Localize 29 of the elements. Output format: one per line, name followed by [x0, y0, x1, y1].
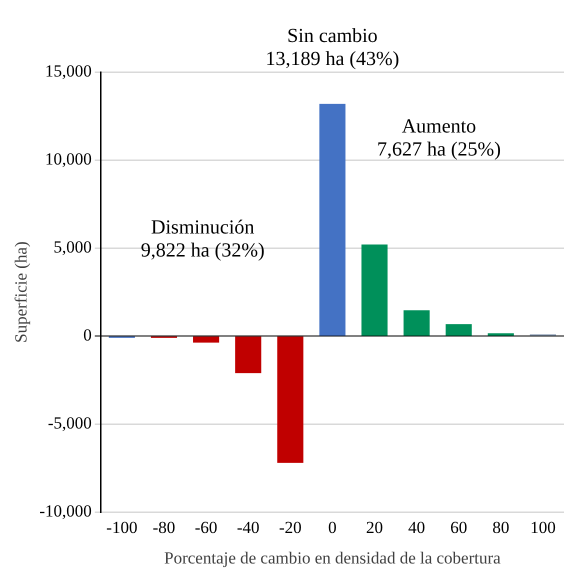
x-tick-label: 20	[366, 518, 384, 537]
x-axis-title: Porcentaje de cambio en densidad de la cobertura	[164, 548, 502, 568]
bar	[446, 324, 472, 336]
y-tick-label: 0	[83, 326, 92, 345]
bar	[319, 104, 346, 336]
y-tick-label: -10,000	[39, 502, 92, 521]
y-tick-label: -5,000	[48, 414, 92, 433]
y-tick-label: 5,000	[54, 238, 92, 257]
bar	[235, 336, 262, 374]
x-tick-label: 40	[408, 518, 426, 537]
y-axis-title: Superficie (ha)	[12, 241, 31, 343]
x-tick-label: 80	[492, 518, 510, 537]
x-tick-label: -40	[236, 518, 260, 537]
y-tick-label: 10,000	[45, 150, 92, 169]
x-tick-label: -80	[152, 518, 176, 537]
x-tick-label: 0	[328, 518, 337, 537]
bar	[361, 244, 388, 336]
bar	[277, 336, 304, 463]
bar	[193, 336, 220, 343]
annotation: Disminución 9,822 ha (32%)	[140, 216, 265, 262]
x-tick-label: -60	[194, 518, 218, 537]
x-tick-label: 60	[450, 518, 468, 537]
x-tick-label: 100	[530, 518, 556, 537]
text: Sin cambio 13,189 ha (43%)	[265, 25, 400, 70]
y-tick-label: 15,000	[45, 61, 92, 80]
annotation: Aumento 7,627 ha (25%)	[377, 115, 501, 160]
x-tick-label: -20	[278, 518, 302, 537]
bar	[404, 310, 430, 336]
x-tick-label: -100	[106, 518, 138, 537]
